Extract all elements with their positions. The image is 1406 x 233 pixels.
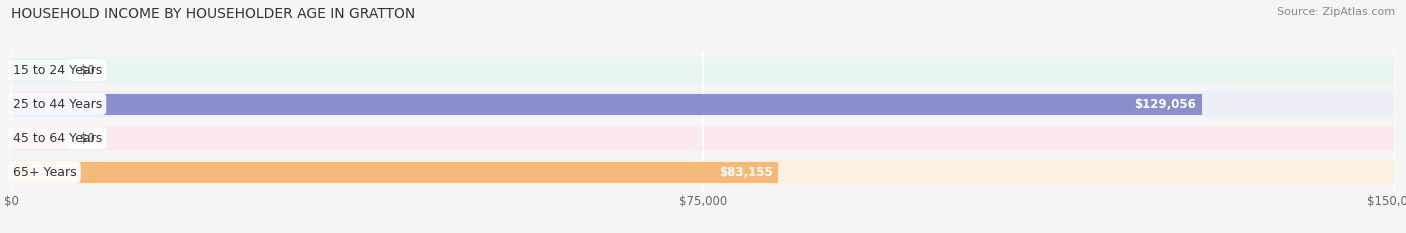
Text: 25 to 44 Years: 25 to 44 Years	[13, 98, 101, 111]
Bar	[11, 92, 1395, 117]
Text: 65+ Years: 65+ Years	[13, 166, 76, 179]
Text: 15 to 24 Years: 15 to 24 Years	[13, 64, 101, 76]
Text: $0: $0	[80, 64, 96, 76]
Text: $83,155: $83,155	[718, 166, 773, 179]
Bar	[11, 93, 1202, 115]
Bar	[11, 162, 778, 183]
Bar	[11, 59, 69, 81]
Text: HOUSEHOLD INCOME BY HOUSEHOLDER AGE IN GRATTON: HOUSEHOLD INCOME BY HOUSEHOLDER AGE IN G…	[11, 7, 416, 21]
Text: $129,056: $129,056	[1135, 98, 1197, 111]
Text: Source: ZipAtlas.com: Source: ZipAtlas.com	[1277, 7, 1395, 17]
Bar	[11, 128, 69, 149]
Text: 45 to 64 Years: 45 to 64 Years	[13, 132, 101, 145]
Bar	[11, 57, 1395, 83]
Bar	[11, 160, 1395, 185]
Bar	[11, 126, 1395, 151]
Text: $0: $0	[80, 132, 96, 145]
